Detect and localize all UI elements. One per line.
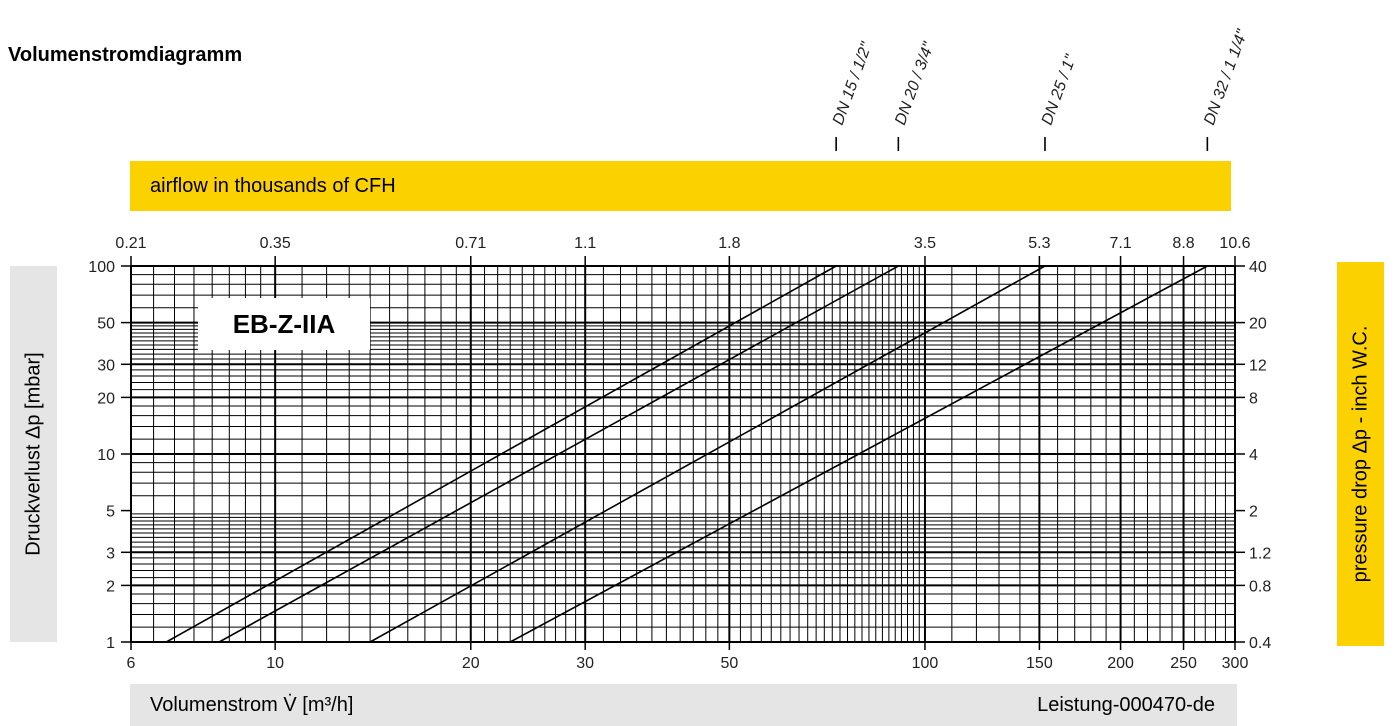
right-tick-label: 2 (1249, 504, 1258, 521)
right-tick-label: 40 (1249, 259, 1267, 276)
series-line (218, 265, 899, 643)
top-tick-label: 1.8 (718, 235, 740, 252)
series-label: DN 15 / 1/2" (830, 39, 876, 127)
x-tick-label: 10 (266, 655, 284, 672)
top-tick-label: 8.8 (1172, 235, 1194, 252)
top-tick-label: 3.5 (914, 235, 936, 252)
x-tick-label: 150 (1026, 655, 1053, 672)
series-line (165, 265, 837, 643)
series-label: DN 25 / 1" (1039, 51, 1080, 127)
y-tick-label: 10 (97, 447, 115, 464)
top-axis-band: airflow in thousands of CFH (130, 161, 1231, 211)
y-tick-label: 2 (106, 578, 115, 595)
x-tick-label: 200 (1107, 655, 1134, 672)
series-line (509, 265, 1208, 643)
x-tick-label: 100 (912, 655, 939, 672)
right-tick-label: 0.4 (1249, 635, 1271, 652)
bottom-axis-title: Volumenstrom V̇ [m³/h] (150, 694, 354, 716)
document-id: Leistung-000470-de (1037, 694, 1215, 716)
right-tick-label: 0.8 (1249, 578, 1271, 595)
top-tick-label: 1.1 (574, 235, 596, 252)
x-tick-label: 20 (462, 655, 480, 672)
x-tick-label: 250 (1170, 655, 1197, 672)
x-tick-label: 300 (1222, 655, 1249, 672)
right-tick-label: 1.2 (1249, 545, 1271, 562)
y-tick-label: 5 (106, 504, 115, 521)
right-axis-band: pressure drop Δp - inch W.C. (1337, 262, 1384, 646)
page-title: Volumenstromdiagramm (8, 44, 243, 66)
top-axis-title: airflow in thousands of CFH (150, 175, 396, 197)
top-tick-label: 0.71 (455, 235, 486, 252)
right-tick-label: 4 (1249, 447, 1258, 464)
left-axis-band: Druckverlust Δp [mbar] (10, 266, 57, 642)
right-tick-label: 8 (1249, 390, 1258, 407)
bottom-axis-band: Volumenstrom V̇ [m³/h] Leistung-000470-d… (130, 684, 1237, 726)
top-tick-label: 10.6 (1219, 235, 1250, 252)
top-tick-label: 5.3 (1028, 235, 1050, 252)
top-tick-label: 0.35 (260, 235, 291, 252)
right-tick-label: 12 (1249, 357, 1267, 374)
y-tick-label: 50 (97, 316, 115, 333)
x-tick-label: 6 (127, 655, 136, 672)
y-tick-label: 3 (106, 545, 115, 562)
top-tick-label: 7.1 (1109, 235, 1131, 252)
x-tick-label: 30 (576, 655, 594, 672)
x-tick-label: 50 (720, 655, 738, 672)
series-label: DN 20 / 3/4" (892, 39, 938, 127)
y-tick-label: 30 (97, 357, 115, 374)
y-tick-label: 1 (106, 635, 115, 652)
series-line (369, 265, 1046, 643)
chart-name-label: EB-Z-IIA (198, 298, 370, 350)
series-label: DN 32 / 1 1/4" (1201, 26, 1252, 127)
top-tick-label: 0.21 (115, 235, 146, 252)
right-tick-label: 20 (1249, 316, 1267, 333)
y-tick-label: 100 (88, 259, 115, 276)
y-tick-label: 20 (97, 390, 115, 407)
